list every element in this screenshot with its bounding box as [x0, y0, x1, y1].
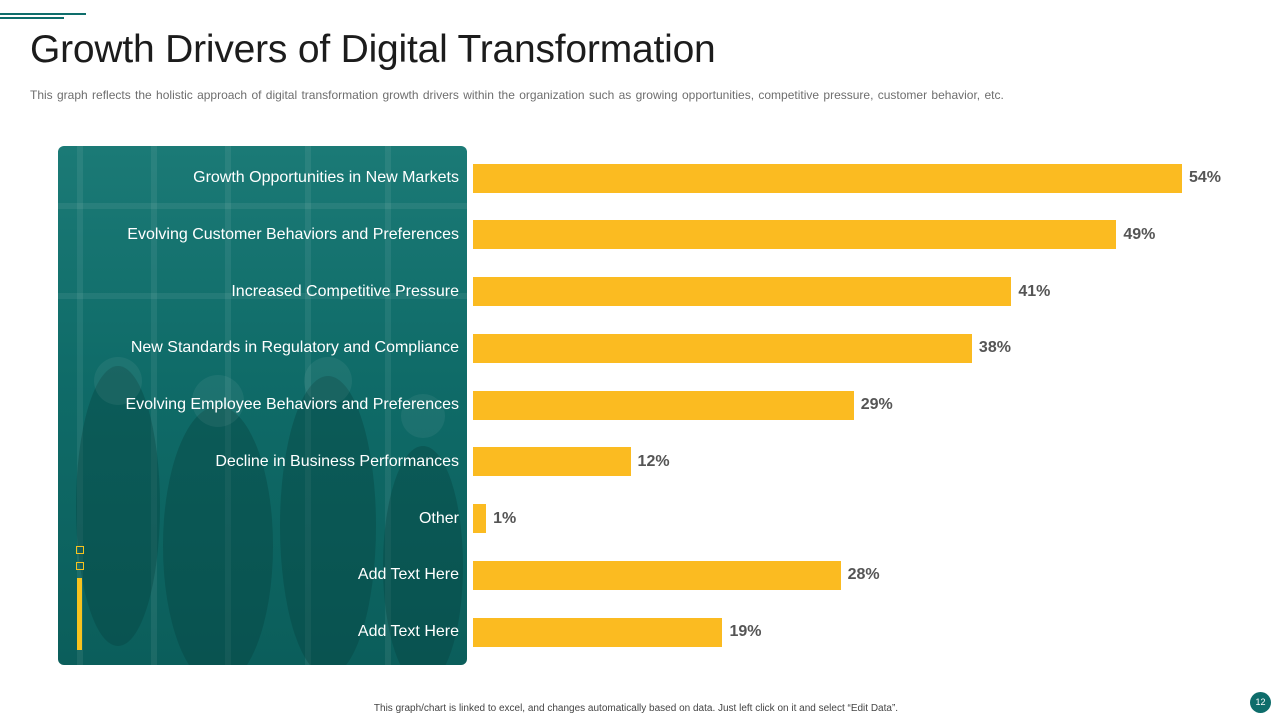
category-label-panel: [58, 146, 467, 665]
bar[interactable]: [473, 390, 854, 420]
category-label: Evolving Customer Behaviors and Preferen…: [127, 225, 459, 243]
category-label: Increased Competitive Pressure: [231, 282, 459, 300]
decorative-square: [76, 546, 84, 554]
page-subtitle: This graph reflects the holistic approac…: [30, 88, 1004, 102]
category-label: Add Text Here: [357, 623, 459, 640]
bar[interactable]: [473, 617, 723, 647]
category-label: Decline in Business Performances: [215, 452, 459, 470]
corner-accent-line-short: [0, 17, 64, 19]
decorative-square: [76, 562, 84, 570]
category-label: New Standards in Regulatory and Complian…: [130, 339, 459, 357]
data-label: 54%: [1189, 169, 1222, 186]
panel-background-photo: [58, 146, 467, 665]
data-label: 38%: [978, 339, 1011, 357]
data-label: 28%: [847, 566, 880, 584]
corner-accent-line: [0, 13, 86, 15]
decorative-bar: [77, 578, 82, 650]
category-label: Add Text Here: [357, 566, 459, 584]
data-label: 19%: [729, 623, 762, 640]
category-label: Growth Opportunities in New Markets: [193, 169, 459, 186]
footer-note: This graph/chart is linked to excel, and…: [373, 703, 899, 714]
data-label: 29%: [860, 396, 893, 413]
page-number-badge: 12: [1250, 692, 1271, 713]
data-label: 1%: [493, 509, 517, 527]
category-label: Evolving Employee Behaviors and Preferen…: [125, 396, 459, 413]
bar[interactable]: [473, 560, 841, 590]
bar[interactable]: [473, 163, 1182, 193]
bar[interactable]: [473, 220, 1117, 250]
bar[interactable]: [473, 277, 1012, 306]
page-title: Growth Drivers of Digital Transformation: [30, 28, 716, 71]
data-label: 12%: [637, 452, 670, 470]
bar[interactable]: [473, 504, 487, 533]
category-label: Other: [418, 509, 459, 527]
bar[interactable]: [473, 447, 631, 477]
data-label: 41%: [1018, 282, 1051, 300]
data-label: 49%: [1123, 225, 1156, 243]
bar[interactable]: [473, 333, 972, 363]
